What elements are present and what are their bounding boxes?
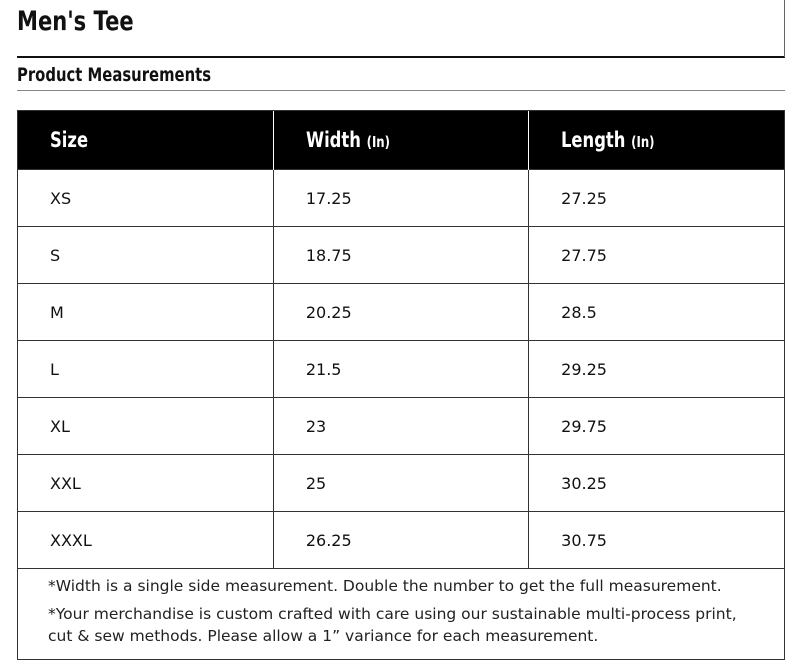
column-header: Width (In)	[273, 111, 530, 170]
table-cell: 30.25	[528, 454, 784, 512]
notes: *Width is a single side measurement. Dou…	[18, 568, 784, 659]
title: Men's Tee	[17, 4, 167, 40]
column-header: Length (In)	[528, 111, 784, 170]
column-header-text: Width (In)	[306, 128, 390, 152]
table-cell: 28.5	[528, 283, 784, 341]
table-body: XS 17.25 27.25 S 18.75 27.75 M 20.25 28.5 L 21.5 29…	[18, 169, 784, 568]
subtitle: Product Measurements	[17, 61, 266, 89]
table-cell: 25	[273, 454, 530, 512]
note: *Width is a single side measurement. Dou…	[48, 577, 722, 595]
table-row: XXXL 26.25 30.75	[18, 511, 784, 568]
table-cell: 17.25	[273, 169, 530, 227]
column-header: Size	[18, 111, 274, 170]
table-row: XS 17.25 27.25	[18, 169, 784, 227]
table-row: XL 23 29.75	[18, 397, 784, 455]
table-cell: 29.75	[528, 397, 784, 455]
divider	[17, 90, 785, 91]
table-cell: S	[18, 226, 274, 284]
table-row: S 18.75 27.75	[18, 226, 784, 284]
column-label: Width	[305, 128, 361, 152]
subtitle-text: Product Measurements	[17, 64, 212, 86]
size-chart: Size Width (In) Length (In) XS 17.25 27.25 S 1…	[17, 110, 785, 660]
header-row: Size Width (In) Length (In)	[18, 111, 784, 170]
measurement-table: Size Width (In) Length (In) XS 17.25 27.25 S 1…	[18, 111, 784, 568]
table-cell: XXL	[18, 454, 274, 512]
column-unit: (In)	[366, 133, 390, 151]
table-row: XXL 25 30.25	[18, 454, 784, 512]
table-row: L 21.5 29.25	[18, 340, 784, 398]
table-cell: XS	[18, 169, 274, 227]
edge-line	[784, 0, 785, 57]
note: *Your merchandise is custom crafted with…	[48, 605, 737, 645]
table-cell: 20.25	[273, 283, 530, 341]
column-unit: (In)	[631, 133, 655, 151]
table-cell: 26.25	[273, 511, 530, 568]
column-header-text: Length (In)	[561, 128, 655, 152]
table-cell: 18.75	[273, 226, 530, 284]
table-cell: 27.25	[528, 169, 784, 227]
table-cell: M	[18, 283, 274, 341]
title-text: Men's Tee	[17, 6, 134, 37]
table-cell: XL	[18, 397, 274, 455]
table-cell: 21.5	[273, 340, 530, 398]
table-cell: 23	[273, 397, 530, 455]
table-row: M 20.25 28.5	[18, 283, 784, 341]
divider	[17, 56, 785, 58]
column-label: Length	[561, 128, 626, 152]
table-cell: 29.25	[528, 340, 784, 398]
table-cell: 30.75	[528, 511, 784, 568]
table-cell: 27.75	[528, 226, 784, 284]
column-label: Size	[50, 128, 89, 152]
table-cell: L	[18, 340, 274, 398]
column-header-text: Size	[50, 128, 88, 152]
table-cell: XXXL	[18, 511, 274, 568]
